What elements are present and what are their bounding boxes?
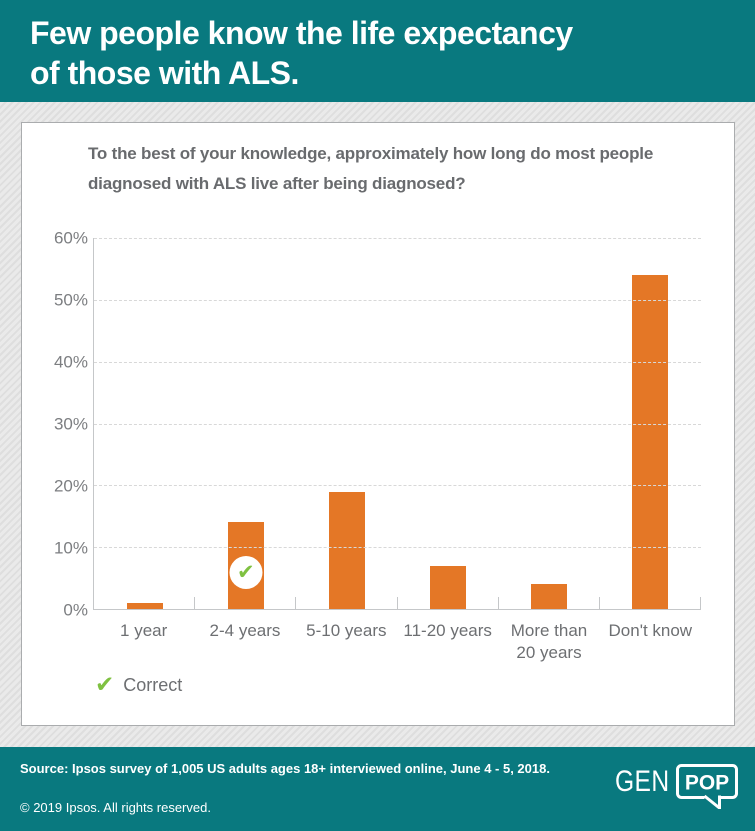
bar (531, 584, 568, 609)
x-axis-tick (295, 597, 297, 609)
header: Few people know the life expectancy of t… (0, 0, 755, 102)
chart-question: To the best of your knowledge, approxima… (88, 144, 654, 193)
genpop-logo-gen: GEN (615, 765, 670, 798)
bar (126, 602, 163, 609)
bar-column (296, 238, 397, 609)
bar-columns: ✔ (94, 238, 701, 609)
copyright-note: © 2019 Ipsos. All rights reserved. (20, 800, 211, 815)
gridline (94, 299, 701, 301)
y-tick-label: 0% (63, 600, 88, 620)
main-background: To the best of your knowledge, approxima… (0, 102, 755, 747)
x-axis-tick (497, 597, 499, 609)
speech-bubble-icon: POP (676, 764, 738, 809)
x-tick-label: More than 20 years (510, 621, 588, 662)
y-tick-label: 10% (53, 538, 88, 558)
x-axis-tick (598, 597, 600, 609)
gridline (94, 547, 701, 549)
y-tick-label: 50% (53, 290, 88, 310)
page-title: Few people know the life expectancy of t… (30, 15, 573, 91)
x-tick-label: 5-10 years (306, 621, 387, 640)
y-tick-label: 30% (53, 414, 88, 434)
check-icon: ✔ (236, 560, 255, 584)
bar-column (398, 238, 499, 609)
y-axis-labels: 0% 10% 20% 30% 40% 50% 60% (22, 230, 88, 619)
x-axis-tick (194, 597, 196, 609)
x-axis-tick (700, 597, 701, 609)
gridline (94, 423, 701, 425)
bar-chart: To the best of your knowledge, approxima… (22, 123, 734, 725)
chart-legend: ✔ Correct (95, 674, 182, 697)
gridline (94, 238, 701, 239)
gridline (94, 361, 701, 363)
plot-area: ✔ (93, 238, 701, 610)
bar (632, 275, 669, 609)
bar-column (94, 238, 195, 609)
bar (430, 565, 467, 609)
y-tick-label: 40% (53, 352, 88, 372)
x-axis-labels: 1 year 2-4 years 5-10 years 11-20 years More… (93, 620, 701, 664)
bar-column (600, 238, 701, 609)
bar-column (499, 238, 600, 609)
x-axis-tick (396, 597, 398, 609)
chart-card: To the best of your knowledge, approxima… (21, 122, 735, 726)
source-note: Source: Ipsos survey of 1,005 US adults … (20, 761, 550, 776)
correct-check-badge: ✔ (229, 556, 263, 589)
x-tick-label: 2-4 years (209, 621, 281, 640)
x-tick-label: 1 year (120, 621, 168, 640)
legend-label: Correct (123, 675, 183, 695)
x-tick-label: 11-20 years (403, 621, 492, 640)
bar-column: ✔ (195, 238, 296, 609)
y-tick-label: 60% (53, 228, 88, 248)
legend-check-icon: ✔ (95, 672, 115, 698)
genpop-logo-pop: POP (685, 772, 729, 795)
footer: Source: Ipsos survey of 1,005 US adults … (0, 747, 755, 831)
genpop-logo: GEN POP (603, 764, 738, 809)
gridline (94, 485, 701, 487)
bar (328, 491, 365, 609)
x-tick-label: Don't know (608, 621, 693, 640)
y-tick-label: 20% (53, 476, 88, 496)
